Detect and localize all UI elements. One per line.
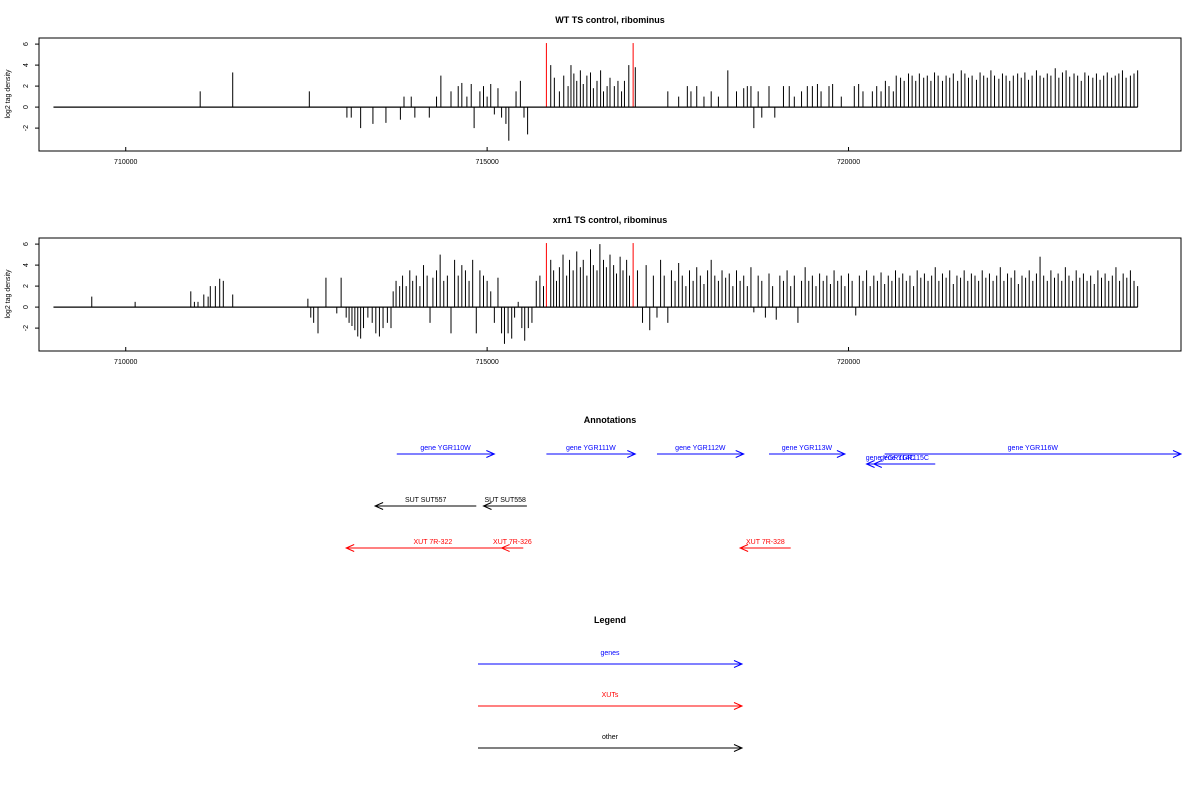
feature-arrowhead bbox=[836, 450, 847, 458]
wt-y-tick-label: 2 bbox=[23, 84, 30, 88]
legend-title: Legend bbox=[594, 615, 626, 625]
wt-track-title: WT TS control, ribominus bbox=[555, 15, 665, 25]
xrn1-x-tick-label: 715000 bbox=[475, 359, 498, 366]
feature-arrowhead bbox=[627, 450, 637, 458]
feature-label: XUT 7R-326 bbox=[493, 539, 532, 546]
feature-arrowhead bbox=[500, 544, 510, 552]
xrn1-y-tick-label: -2 bbox=[23, 325, 30, 331]
legend-arrowhead bbox=[733, 744, 744, 752]
annotation-feature: gene YGR115C bbox=[872, 455, 936, 468]
feature-label: gene YGR113W bbox=[782, 445, 833, 452]
feature-arrowhead bbox=[344, 544, 355, 552]
feature-label: gene YGR115C bbox=[880, 455, 929, 462]
wt-y-tick-label: 4 bbox=[23, 63, 30, 67]
feature-label: gene YGR114C bbox=[866, 455, 915, 462]
legend-arrowhead bbox=[733, 702, 744, 710]
feature-arrowhead bbox=[872, 460, 883, 468]
annotation-feature: gene YGR112W bbox=[656, 445, 745, 458]
wt-x-tick-label: 720000 bbox=[837, 159, 860, 166]
annotation-feature: gene YGR110W bbox=[396, 445, 496, 458]
wt-x-tick-label: 710000 bbox=[114, 159, 137, 166]
annotation-feature: SUT SUT557 bbox=[373, 497, 477, 510]
annotations-title: Annotations bbox=[584, 415, 637, 425]
wt-track-panel: WT TS control, ribominus -2 0 2 4 6 710000 715… bbox=[5, 15, 1182, 166]
feature-label: XUT 7R-328 bbox=[746, 539, 785, 546]
feature-label: SUT SUT557 bbox=[405, 497, 447, 504]
xrn1-y-tick-label: 0 bbox=[23, 305, 30, 309]
legend-entry-genes: genes bbox=[478, 650, 744, 668]
wt-track-marks bbox=[53, 43, 1139, 141]
feature-label: gene YGR116W bbox=[1008, 445, 1059, 452]
xrn1-y-tick-label: 2 bbox=[23, 284, 30, 288]
feature-arrowhead bbox=[738, 544, 749, 552]
feature-label: gene YGR112W bbox=[675, 445, 726, 452]
xrn1-y-axis-label: log2 tag density bbox=[5, 269, 12, 319]
feature-label: XUT 7R-322 bbox=[414, 539, 453, 546]
wt-y-tick-label: -2 bbox=[23, 125, 30, 131]
annotation-feature: gene YGR113W bbox=[769, 445, 847, 458]
xrn1-track-panel: xrn1 TS control, ribominus -2 0 2 4 6 710000 7… bbox=[5, 215, 1182, 366]
xrn1-y-tick-label: 4 bbox=[23, 263, 30, 267]
annotations-panel: Annotations gene YGR110W gene YGR111W gene… bbox=[344, 415, 1183, 552]
legend-arrowhead bbox=[733, 660, 744, 668]
annotation-feature: XUT 7R-322 bbox=[344, 539, 520, 552]
xrn1-track-axes: -2 0 2 4 6 710000 715000 720000 bbox=[23, 242, 860, 366]
legend-panel: Legend genes XUTs other bbox=[478, 615, 744, 752]
wt-plot-frame bbox=[38, 37, 1182, 152]
wt-y-axis-label: log2 tag density bbox=[5, 69, 12, 119]
wt-x-tick-label: 715000 bbox=[475, 159, 498, 166]
annotation-feature: XUT 7R-328 bbox=[738, 539, 791, 552]
legend-label: other bbox=[602, 734, 619, 741]
feature-arrowhead bbox=[735, 450, 745, 458]
annotation-feature: XUT 7R-326 bbox=[493, 539, 532, 552]
annotation-features: gene YGR110W gene YGR111W gene YGR112W gene… bbox=[344, 445, 1183, 552]
feature-arrowhead bbox=[373, 502, 384, 510]
feature-label: gene YGR110W bbox=[420, 445, 471, 452]
feature-label: gene YGR111W bbox=[566, 445, 616, 452]
annotation-feature: gene YGR116W bbox=[884, 445, 1183, 458]
legend-label: genes bbox=[600, 650, 620, 657]
feature-label: SUT SUT558 bbox=[484, 497, 526, 504]
wt-track-axes: -2 0 2 4 6 710000 715000 720000 bbox=[23, 42, 860, 166]
feature-arrowhead bbox=[1172, 450, 1183, 458]
annotation-feature: gene YGR111W bbox=[546, 445, 637, 458]
xrn1-y-tick-label: 6 bbox=[23, 242, 30, 246]
xrn1-x-tick-label: 720000 bbox=[837, 359, 860, 366]
wt-y-tick-label: 6 bbox=[23, 42, 30, 46]
feature-arrowhead bbox=[482, 502, 492, 510]
feature-arrowhead bbox=[486, 450, 496, 458]
wt-y-tick-label: 0 bbox=[23, 105, 30, 109]
xrn1-track-marks bbox=[53, 243, 1139, 344]
legend-entry-other: other bbox=[478, 734, 744, 752]
xrn1-x-tick-label: 710000 bbox=[114, 359, 137, 366]
feature-arrowhead bbox=[865, 460, 875, 468]
legend-label: XUTs bbox=[602, 692, 619, 699]
legend-entries: genes XUTs other bbox=[478, 650, 744, 752]
annotation-feature: SUT SUT558 bbox=[482, 497, 527, 510]
legend-entry-xuts: XUTs bbox=[478, 692, 744, 710]
xrn1-plot-frame bbox=[38, 237, 1182, 352]
xrn1-track-title: xrn1 TS control, ribominus bbox=[553, 215, 668, 225]
